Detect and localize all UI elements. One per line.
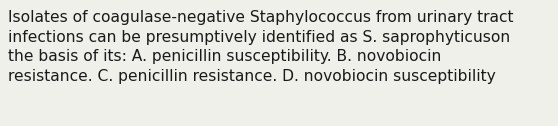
Text: Isolates of coagulase-negative Staphylococcus from urinary tract
infections can : Isolates of coagulase-negative Staphyloc… xyxy=(8,10,513,84)
